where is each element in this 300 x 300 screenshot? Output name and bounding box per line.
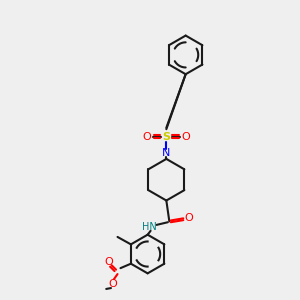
Text: O: O bbox=[143, 132, 152, 142]
Text: O: O bbox=[184, 213, 193, 224]
Text: O: O bbox=[104, 257, 113, 267]
Text: HN: HN bbox=[142, 222, 157, 232]
Text: S: S bbox=[162, 132, 170, 142]
Text: N: N bbox=[162, 148, 170, 158]
Text: O: O bbox=[109, 280, 117, 290]
Text: O: O bbox=[181, 132, 190, 142]
